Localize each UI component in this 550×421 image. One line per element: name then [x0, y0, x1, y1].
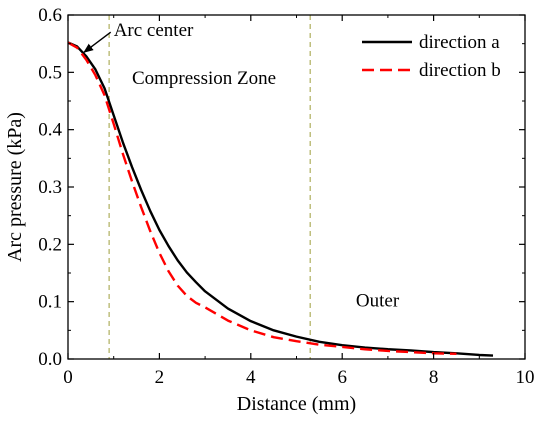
y-tick-label: 0.5: [38, 62, 62, 83]
x-tick-label: 4: [246, 367, 256, 388]
axes: 0 2 4 6 8 10 0.0 0.1 0.2 0.3 0.4 0.5 0.6 Distance (mm…: [4, 5, 535, 415]
annotation-arrow: [83, 31, 112, 53]
x-tick-label: 0: [63, 367, 73, 388]
x-tick-label: 8: [429, 367, 439, 388]
x-axis-title: Distance (mm): [237, 393, 356, 415]
y-tick-label: 0.2: [38, 234, 62, 255]
legend-label: direction b: [419, 60, 501, 81]
zone-divider-lines: [108, 15, 311, 359]
series-line-direction-b: [67, 41, 457, 356]
annotation-label: Outer: [356, 290, 400, 311]
y-tick-label: 0.3: [38, 177, 62, 198]
y-tick-label: 0.1: [38, 292, 62, 313]
y-axis-title: Arc pressure (kPa): [4, 112, 26, 262]
series-line-direction-a: [67, 41, 494, 357]
y-tick-label: 0.0: [38, 349, 62, 370]
x-tick-label: 2: [155, 367, 165, 388]
annotations: Arc center Compression Zone Outer: [83, 20, 400, 311]
annotation-label: Compression Zone: [132, 68, 276, 89]
legend: direction a direction b: [362, 32, 501, 81]
y-tick-label: 0.6: [38, 5, 62, 26]
legend-label: direction a: [419, 32, 500, 53]
series-layer: [67, 41, 494, 357]
annotation-label: Arc center: [114, 20, 194, 41]
x-tick-label: 6: [337, 367, 347, 388]
x-tick-label: 10: [516, 367, 535, 388]
y-tick-label: 0.4: [38, 120, 62, 141]
